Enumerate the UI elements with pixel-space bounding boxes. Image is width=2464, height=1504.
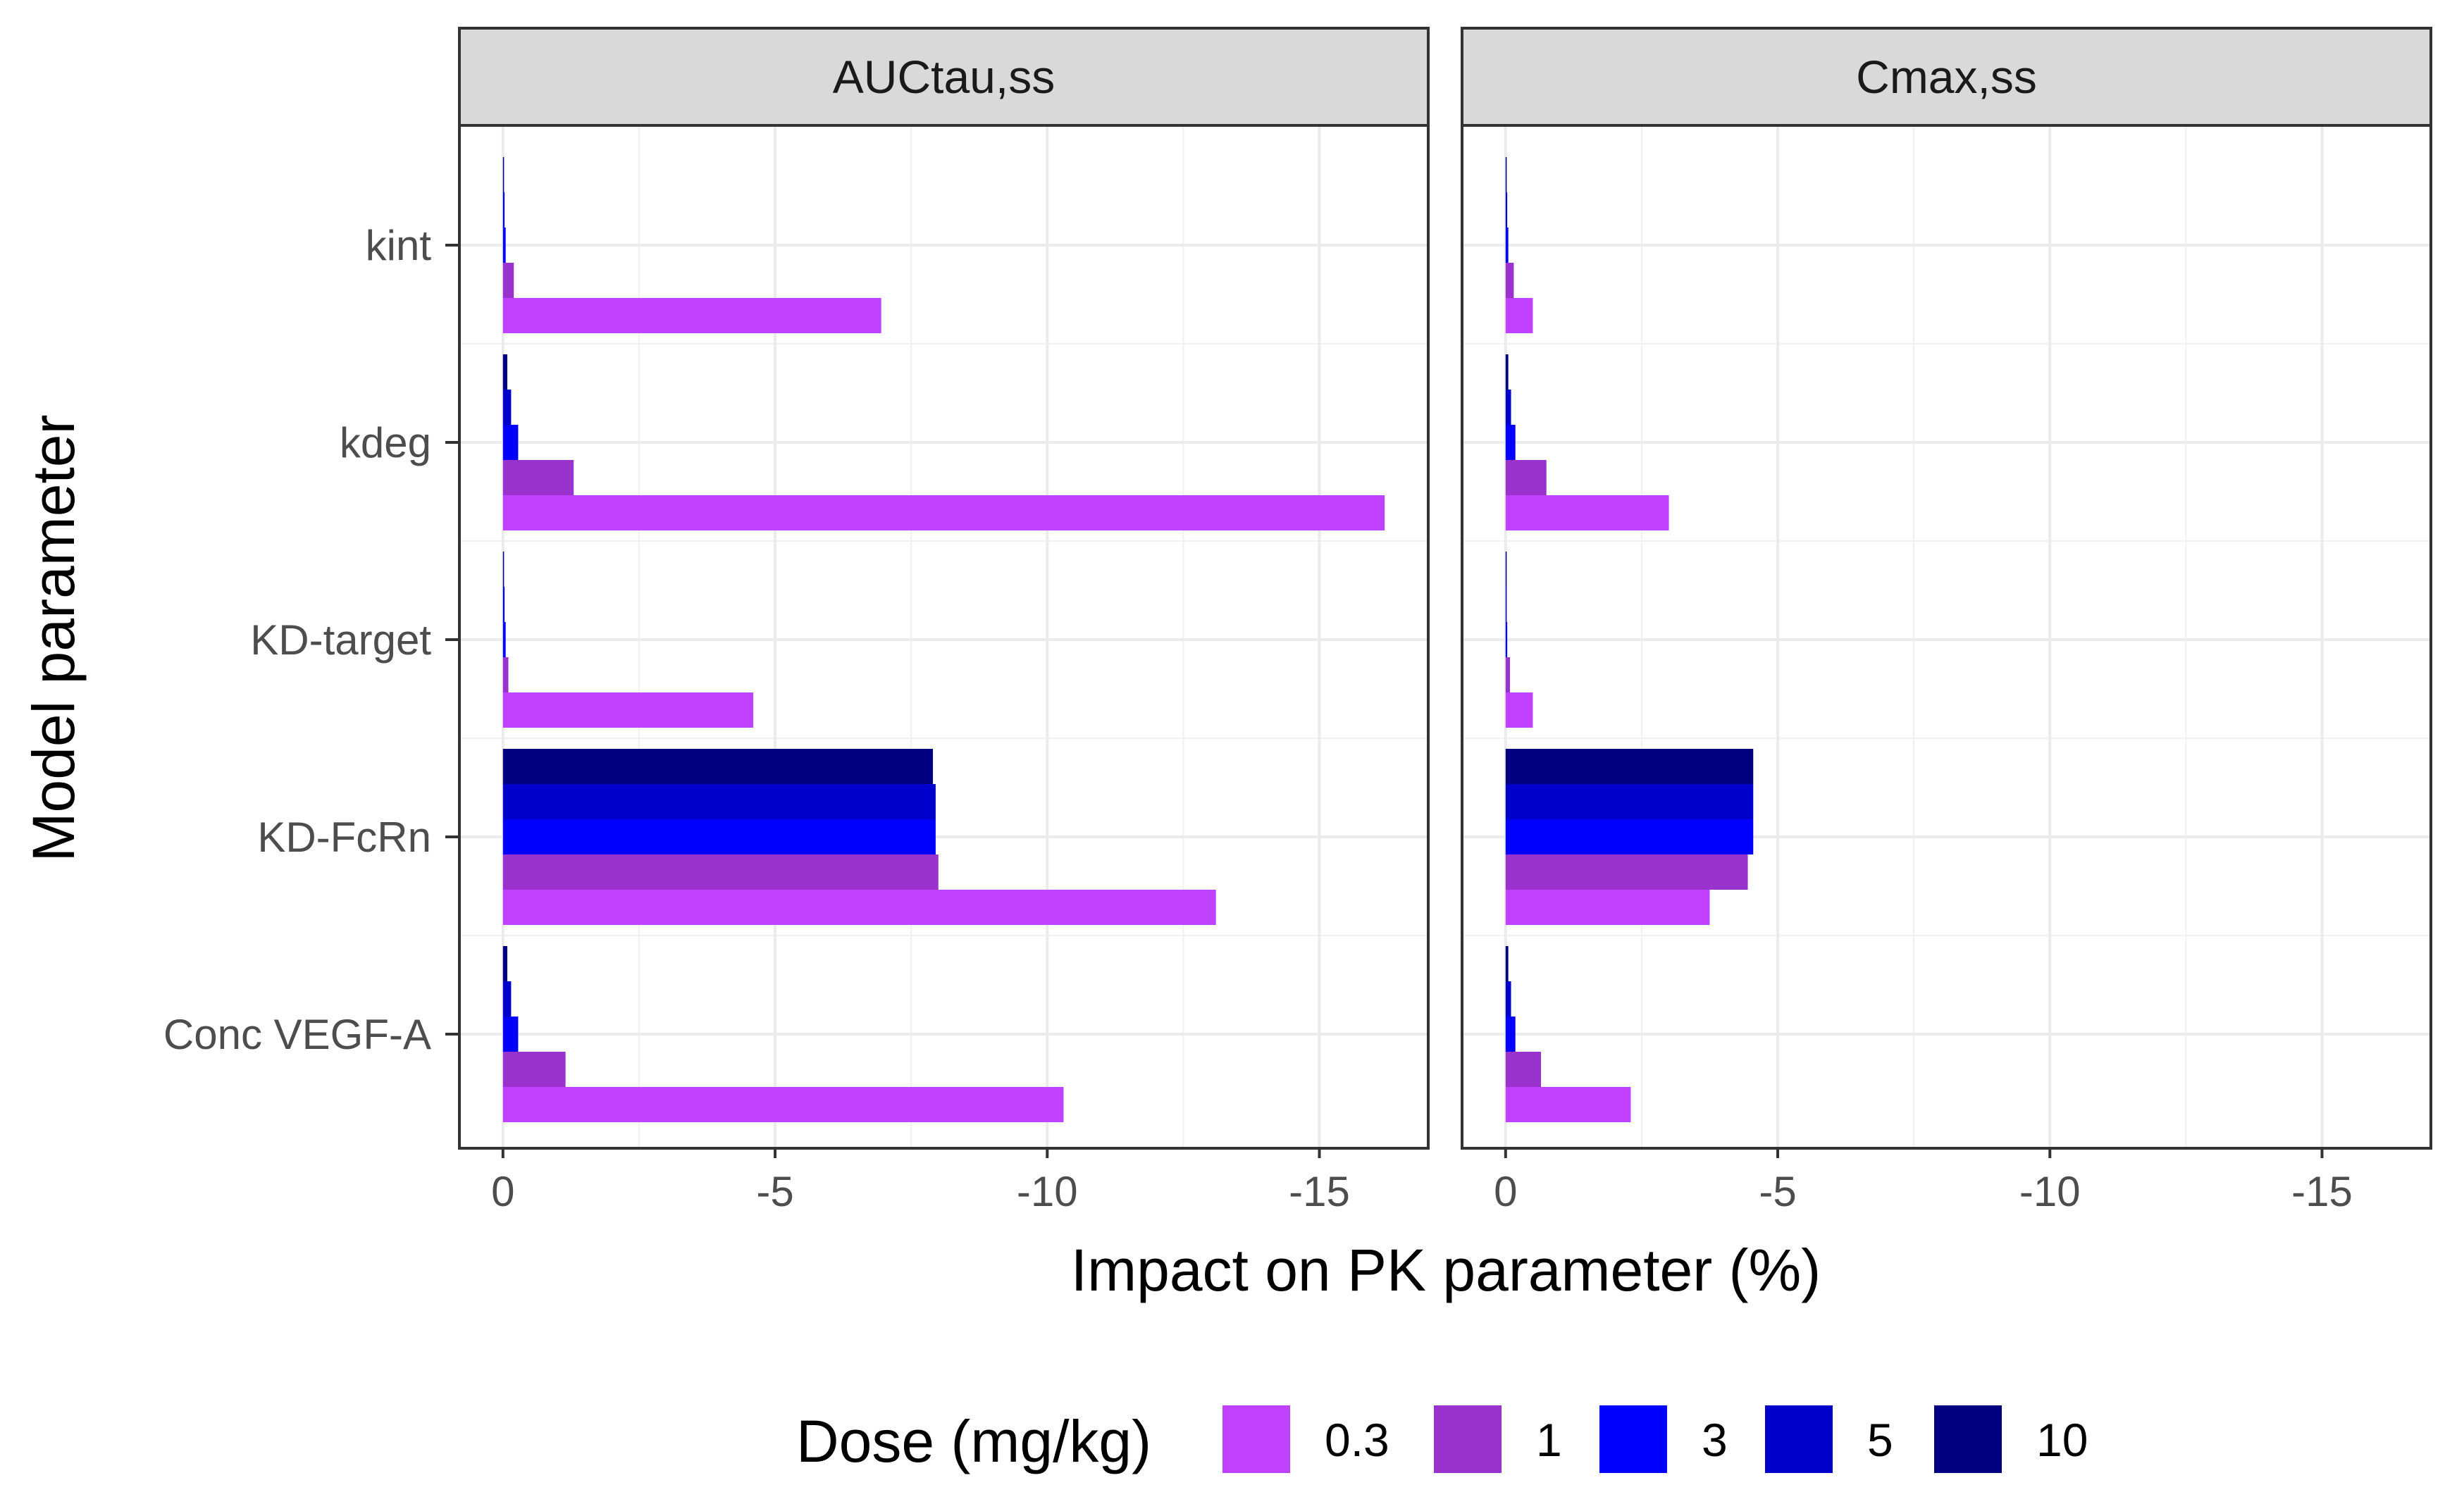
bar-1-kint xyxy=(1505,263,1514,298)
legend-key-5 xyxy=(1765,1405,1833,1473)
x-tick-label: -15 xyxy=(1289,1168,1350,1215)
bar-1-kdeg xyxy=(502,460,574,495)
bar-10-Conc VEGF-A xyxy=(502,946,507,981)
bar-0.3-kint xyxy=(1505,298,1533,333)
bar-3-kdeg xyxy=(1505,425,1516,460)
legend-title: Dose (mg/kg) xyxy=(796,1408,1151,1474)
y-tick-label: KD-target xyxy=(250,616,431,664)
panel-title: AUCtau,ss xyxy=(833,51,1055,103)
legend-key-10 xyxy=(1934,1405,2002,1473)
legend-label: 5 xyxy=(1867,1414,1893,1466)
bar-3-Conc VEGF-A xyxy=(1505,1017,1516,1052)
x-tick-label: -15 xyxy=(2291,1168,2353,1215)
x-tick-label: 0 xyxy=(1494,1168,1517,1215)
bar-1-Conc VEGF-A xyxy=(1505,1052,1542,1087)
legend-label: 0.3 xyxy=(1325,1414,1389,1466)
panel-strip xyxy=(1461,27,2432,127)
bar-0.3-KD-FcRn xyxy=(1505,890,1710,925)
bar-3-KD-FcRn xyxy=(502,819,936,854)
x-axis-title: Impact on PK parameter (%) xyxy=(1071,1237,1821,1303)
bar-5-KD-FcRn xyxy=(1505,784,1754,819)
bar-5-Conc VEGF-A xyxy=(1505,981,1511,1017)
bar-0.3-KD-target xyxy=(1505,692,1533,728)
plot-background xyxy=(459,125,1428,1148)
bar-0.3-kint xyxy=(502,298,881,333)
bar-1-KD-target xyxy=(502,657,509,692)
bar-5-KD-FcRn xyxy=(502,784,936,819)
chart-panels: AUCtau,ss 0 -5 -10 -15 Cmax,ss 0 -5 -10 -15 xyxy=(458,27,2432,1215)
bar-10-kdeg xyxy=(502,354,507,390)
bar-10-KD-FcRn xyxy=(502,749,934,784)
x-tick-label: -10 xyxy=(1017,1168,1078,1215)
legend-label: 3 xyxy=(1702,1414,1728,1466)
bar-5-KD-target xyxy=(502,587,505,622)
x-tick-label: -5 xyxy=(1759,1168,1796,1215)
bar-10-kint xyxy=(502,157,504,192)
panel-title: Cmax,ss xyxy=(1856,51,2037,103)
legend-key-0.3 xyxy=(1222,1405,1290,1473)
bar-10-KD-target xyxy=(502,552,504,587)
bar-1-KD-FcRn xyxy=(1505,854,1748,890)
y-axis: kint kdeg KD-target KD-FcRn Conc VEGF-A xyxy=(163,222,459,1058)
x-tick-label: 0 xyxy=(491,1168,514,1215)
bar-5-kdeg xyxy=(502,390,512,425)
bar-5-kdeg xyxy=(1505,390,1511,425)
legend-label: 10 xyxy=(2036,1414,2088,1466)
bar-5-KD-target xyxy=(1505,587,1507,622)
panel-border xyxy=(1461,124,2432,1150)
panel-strip xyxy=(458,27,1430,127)
bar-3-KD-target xyxy=(502,622,506,657)
bar-1-Conc VEGF-A xyxy=(502,1052,566,1087)
legend: Dose (mg/kg) 0.3 1 3 5 10 xyxy=(796,1405,2088,1474)
bar-0.3-KD-FcRn xyxy=(502,890,1216,925)
bar-10-KD-FcRn xyxy=(1505,749,1754,784)
bar-1-kint xyxy=(502,263,514,298)
bar-0.3-kdeg xyxy=(1505,495,1669,530)
bar-5-kint xyxy=(1505,192,1508,228)
y-tick-label: kdeg xyxy=(340,419,431,466)
panel-2: Cmax,ss 0 -5 -10 -15 xyxy=(1461,27,2432,1215)
bar-1-KD-FcRn xyxy=(502,854,939,890)
x-tick-label: -5 xyxy=(756,1168,793,1215)
bar-1-kdeg xyxy=(1505,460,1547,495)
bar-3-kint xyxy=(502,228,506,263)
panel-1: AUCtau,ss 0 -5 -10 -15 xyxy=(458,27,1430,1215)
bar-0.3-KD-target xyxy=(502,692,754,728)
bar-5-Conc VEGF-A xyxy=(502,981,512,1017)
bar-3-Conc VEGF-A xyxy=(502,1017,519,1052)
bar-3-KD-FcRn xyxy=(1505,819,1754,854)
bar-1-KD-target xyxy=(1505,657,1510,692)
y-tick-label: KD-FcRn xyxy=(257,814,431,861)
x-tick-label: -10 xyxy=(2019,1168,2081,1215)
bar-0.3-kdeg xyxy=(502,495,1385,530)
y-axis-title: Model parameter xyxy=(20,415,87,862)
bar-3-KD-target xyxy=(1505,622,1508,657)
legend-key-1 xyxy=(1434,1405,1502,1473)
bar-10-kint xyxy=(1505,157,1507,192)
bar-10-KD-target xyxy=(1505,552,1507,587)
bar-10-kdeg xyxy=(1505,354,1509,390)
bar-5-kint xyxy=(502,192,505,228)
panel-border xyxy=(458,124,1430,1150)
bar-3-kint xyxy=(1505,228,1509,263)
y-tick-label: kint xyxy=(366,222,432,269)
legend-label: 1 xyxy=(1536,1414,1562,1466)
y-tick-label: Conc VEGF-A xyxy=(163,1011,431,1058)
plot-background xyxy=(1462,125,2431,1148)
bar-3-kdeg xyxy=(502,425,519,460)
bar-0.3-Conc VEGF-A xyxy=(1505,1087,1631,1122)
legend-key-3 xyxy=(1599,1405,1667,1473)
bar-10-Conc VEGF-A xyxy=(1505,946,1509,981)
bar-0.3-Conc VEGF-A xyxy=(502,1087,1064,1122)
